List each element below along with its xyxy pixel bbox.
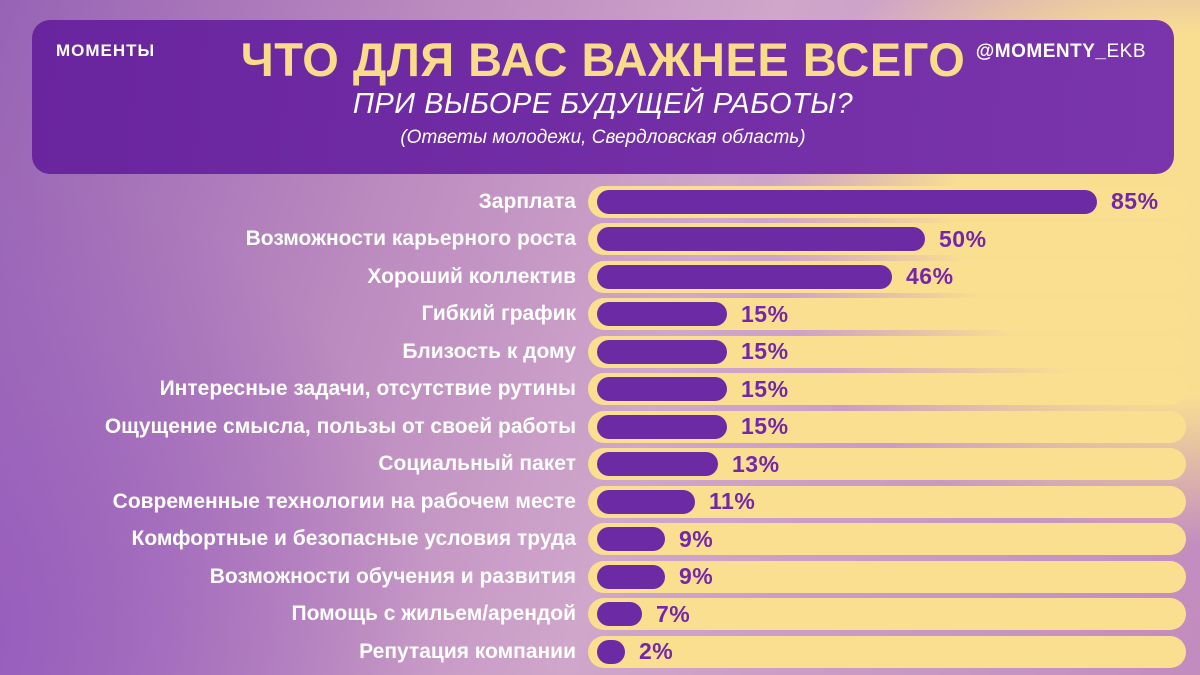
chart-row: Зарплата 85% [0,183,1200,221]
bar-track: 15% [588,298,1186,331]
chart-note: (Ответы молодежи, Свердловская область) [400,127,806,148]
chart-row: Возможности карьерного роста 50% [0,221,1200,259]
chart-row: Хороший коллектив 46% [0,258,1200,296]
bar-track: 13% [588,448,1186,481]
chart-row: Помощь с жильем/арендой 7% [0,596,1200,634]
bar-track: 15% [588,373,1186,406]
category-label: Близость к дому [402,339,576,363]
value-label: 15% [741,300,789,327]
value-label: 7% [656,600,691,627]
category-label: Возможности обучения и развития [209,564,576,588]
chart-row: Близость к дому 15% [0,333,1200,371]
header-card: МОМЕНТЫ @MOMENTY_EKB ЧТО ДЛЯ ВАС ВАЖНЕЕ … [32,20,1174,174]
bar-fill [597,377,727,402]
category-label: Репутация компании [359,639,576,663]
bar-fill [597,264,892,289]
bar-fill [597,489,695,514]
value-label: 46% [906,263,954,290]
category-label: Комфортные и безопасные условия труда [131,527,576,551]
chart-row: Современные технологии на рабочем месте 1… [0,483,1200,521]
bar-fill [597,602,642,627]
bar-fill [597,302,727,327]
bar-fill [597,527,665,552]
value-label: 11% [709,488,756,515]
chart-row: Комфортные и безопасные условия труда 9% [0,521,1200,559]
social-handle-light: EKB [1106,41,1146,62]
chart-row: Ощущение смысла, пользы от своей работы 1… [0,408,1200,446]
bar-fill [597,414,727,439]
brand-logo: МОМЕНТЫ [56,41,156,60]
category-label: Хороший коллектив [367,264,576,288]
chart-row: Интересные задачи, отсутствие рутины 15% [0,371,1200,409]
social-handle: @MOMENTY_EKB [976,41,1146,63]
bar-track: 85% [588,185,1186,218]
bar-track: 46% [588,260,1186,293]
category-label: Ощущение смысла, пользы от своей работы [104,414,576,438]
chart-row: Репутация компании 2% [0,633,1200,671]
value-label: 9% [679,563,714,590]
category-label: Гибкий график [421,302,576,326]
value-label: 13% [732,450,780,477]
bar-fill [597,339,727,364]
value-label: 9% [679,525,714,552]
value-label: 15% [741,413,789,440]
category-label: Современные технологии на рабочем месте [112,489,576,513]
bar-fill [597,227,925,252]
chart-subtitle: ПРИ ВЫБОРЕ БУДУЩЕЙ РАБОТЫ? [352,88,854,120]
bar-track: 15% [588,335,1186,368]
bar-fill [597,452,718,477]
bar-track: 2% [588,635,1186,668]
category-label: Интересные задачи, отсутствие рутины [159,377,576,401]
bar-fill [597,564,665,589]
social-handle-bold: @MOMENTY_ [975,41,1107,62]
bar-track: 11% [588,485,1186,518]
category-label: Помощь с жильем/арендой [291,602,576,626]
value-label: 15% [741,338,789,365]
value-label: 15% [741,375,789,402]
bar-track: 7% [588,598,1186,631]
chart-row: Гибкий график 15% [0,296,1200,334]
bar-chart: Зарплата 85% Возможности карьерного роста 5… [0,183,1200,671]
bar-track: 9% [588,560,1186,593]
bar-track: 15% [588,410,1186,443]
category-label: Зарплата [478,189,576,213]
value-label: 2% [639,638,674,665]
bar-fill [597,639,625,664]
bar-fill [597,189,1097,214]
chart-row: Социальный пакет 13% [0,446,1200,484]
value-label: 85% [1111,188,1159,215]
value-label: 50% [939,225,987,252]
category-label: Возможности карьерного роста [245,227,576,251]
chart-title: ЧТО ДЛЯ ВАС ВАЖНЕЕ ВСЕГО [240,33,966,86]
bar-track: 50% [588,223,1186,256]
category-label: Социальный пакет [378,452,576,476]
chart-row: Возможности обучения и развития 9% [0,558,1200,596]
bar-track: 9% [588,523,1186,556]
